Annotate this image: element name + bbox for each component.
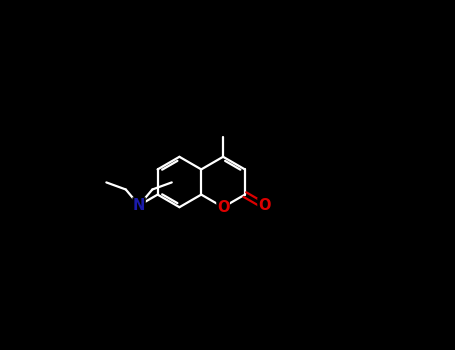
Text: O: O [258, 198, 270, 213]
Text: N: N [133, 198, 145, 213]
Text: O: O [217, 200, 229, 215]
